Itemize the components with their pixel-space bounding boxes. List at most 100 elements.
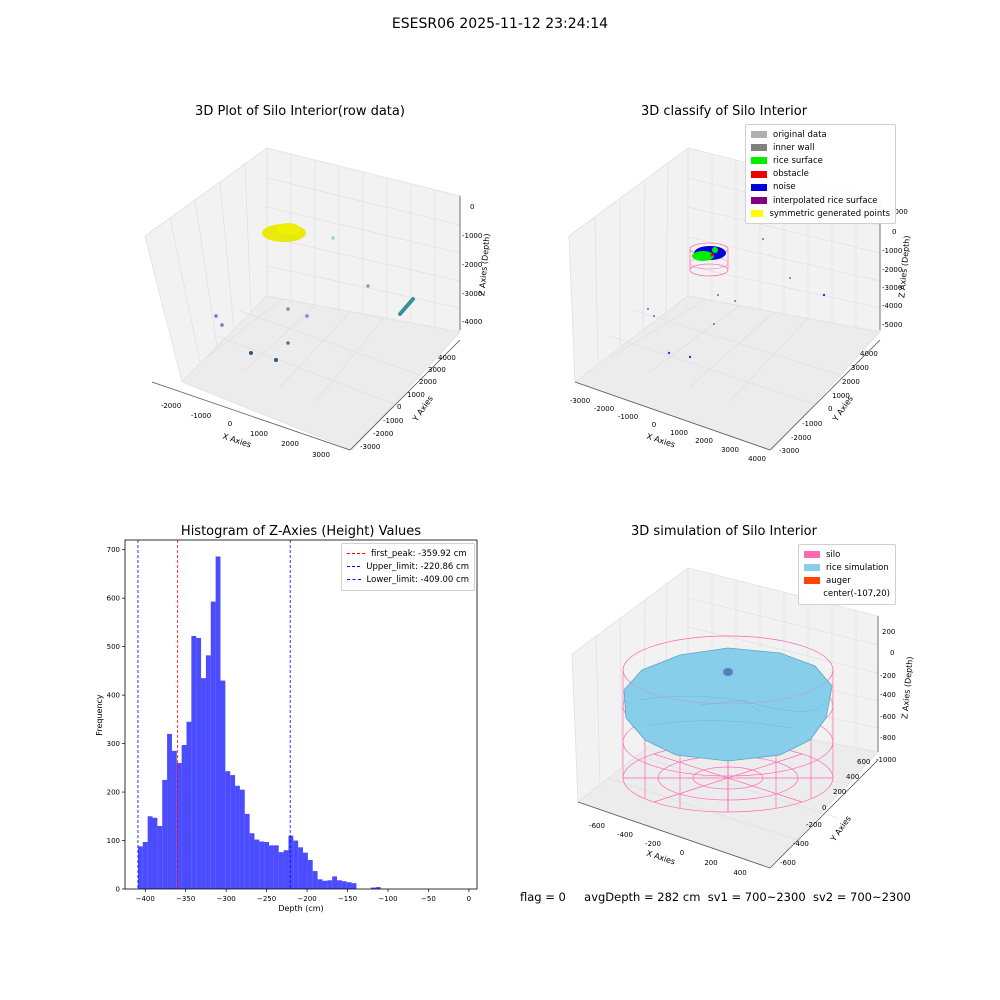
- histogram-bar: [157, 825, 163, 889]
- legend-swatch: [804, 591, 817, 598]
- legend-label: rice surface: [773, 155, 823, 166]
- histogram-x-tick: 0: [467, 895, 471, 903]
- legend-entry: obstacle: [751, 168, 890, 181]
- simulation-z-tick: -600: [880, 713, 896, 721]
- histogram-bar: [370, 887, 376, 889]
- histogram-x-tick: −400: [136, 895, 155, 903]
- legend-entry: noise: [751, 181, 890, 194]
- simulation-axes-panes: [571, 567, 879, 869]
- simulation-axis-lines: [577, 616, 879, 869]
- legend-label: noise: [773, 182, 796, 193]
- raw-left-pane: [144, 147, 268, 383]
- legend-swatch: [751, 170, 767, 178]
- classify-y-tick: 2000: [842, 378, 860, 386]
- histogram-bar: [322, 880, 328, 889]
- classify-z-tick: -1000: [882, 247, 902, 255]
- legend-entry: Upper_limit: -220.86 cm: [347, 560, 469, 573]
- classify-silo-bottom-ring: [689, 263, 729, 277]
- histogram-bar: [191, 635, 197, 889]
- histogram-bar: [142, 841, 148, 889]
- simulation-x-tick: -400: [617, 831, 633, 839]
- histogram-x-label: Depth (cm): [278, 904, 323, 913]
- classify-x-tick: -1000: [618, 413, 638, 421]
- legend-swatch: [804, 577, 820, 585]
- histogram-y-tick: 100: [107, 837, 120, 845]
- classify-left-pane: [568, 147, 689, 383]
- legend-label: silo: [826, 549, 841, 560]
- histogram-bar: [152, 817, 158, 889]
- silo-wireframe: [622, 635, 834, 813]
- histogram-bar: [375, 887, 381, 889]
- legend-label: original data: [773, 129, 827, 140]
- classify-y-tick: -3000: [779, 447, 799, 455]
- simulation-plot-title: 3D simulation of Silo Interior: [631, 524, 817, 539]
- classify-x-label: X Axies: [645, 432, 676, 450]
- legend-entry: first_peak: -359.92 cm: [347, 547, 469, 560]
- legend-label: center(-107,20): [823, 589, 890, 600]
- raw-data-points: [214, 223, 415, 362]
- raw-point: [274, 358, 278, 362]
- raw-point: [286, 341, 290, 345]
- histogram-x-tick: −200: [297, 895, 316, 903]
- legend-swatch: [751, 197, 767, 205]
- classify-noise-point: [647, 308, 649, 310]
- legend-label: first_peak: -359.92 cm: [371, 548, 467, 559]
- classify-y-tick: 1000: [832, 392, 850, 400]
- legend-entry: symmetric generated points: [751, 207, 890, 220]
- histogram-bar: [244, 813, 250, 889]
- raw-x-tick: 3000: [312, 451, 330, 459]
- simulation-y-tick: 200: [833, 788, 846, 796]
- histogram-y-tick: 500: [107, 643, 120, 651]
- simulation-grid-lines: [595, 574, 879, 846]
- simulation-z-ticks: 200 0 -200 -400 -600 -800 -1000: [876, 628, 896, 764]
- classify-y-tick: 3000: [851, 364, 869, 372]
- classify-floor-pane: [574, 295, 881, 451]
- histogram-bar: [196, 637, 202, 889]
- histogram-bar: [176, 762, 182, 889]
- classify-x-tick: 3000: [721, 446, 739, 454]
- classify-z-ticks: 1000 0 -1000 -2000 -3000 -4000 -5000: [882, 208, 908, 329]
- simulation-z-label: Z Axies (Depth): [900, 656, 914, 719]
- histogram-bar: [307, 859, 313, 889]
- classify-z-tick: -5000: [882, 321, 902, 329]
- classify-noise-point: [717, 294, 719, 296]
- classify-silo-mid-ring: [689, 256, 729, 270]
- legend-swatch: [804, 564, 820, 572]
- classify-z-tick: -2000: [882, 266, 902, 274]
- legend-label: auger: [826, 575, 851, 586]
- histogram-title: Histogram of Z-Axies (Height) Values: [180, 524, 422, 539]
- simulation-floor-pane: [577, 715, 879, 869]
- classify-y-tick: 4000: [860, 350, 878, 358]
- classify-noise-point: [734, 300, 736, 302]
- raw-back-pane: [266, 147, 461, 333]
- legend-swatch: [751, 144, 767, 152]
- histogram-bar: [162, 779, 168, 889]
- legend-entry: silo: [804, 548, 890, 561]
- simulation-y-ticks: -600 -400 -200 0 200 400 600: [780, 758, 870, 867]
- simulation-x-tick: 400: [733, 869, 746, 877]
- histogram-bar: [249, 833, 255, 889]
- histogram-y-tick: 700: [107, 546, 120, 554]
- legend-label: inner wall: [773, 142, 815, 153]
- histogram-bar: [210, 601, 216, 889]
- raw-x-tick: -1000: [191, 412, 211, 420]
- classify-rice-surface: [692, 251, 714, 261]
- simulation-y-label: Y Axies: [828, 814, 853, 844]
- legend-label: Upper_limit: -220.86 cm: [366, 561, 469, 572]
- classify-x-ticks: -3000 -2000 -1000 0 1000 2000 3000 4000: [570, 397, 766, 463]
- classify-z-tick: 0: [892, 228, 896, 236]
- classify-noise-point: [762, 238, 764, 240]
- histogram-bar: [332, 876, 338, 889]
- legend-entry: interpolated rice surface: [751, 194, 890, 207]
- classify-noise-point: [667, 351, 671, 355]
- histogram-bar: [341, 881, 347, 889]
- simulation-z-tick: -800: [880, 734, 896, 742]
- simulation-y-tick: 0: [822, 804, 826, 812]
- silo-bottom-inner-ring: [657, 755, 799, 801]
- classify-y-tick: -1000: [802, 420, 822, 428]
- raw-z-tick: -3000: [462, 290, 482, 298]
- legend-label: Lower_limit: -409.00 cm: [366, 574, 469, 585]
- legend-entry: inner wall: [751, 141, 890, 154]
- simulation-y-tick: 400: [846, 773, 859, 781]
- raw-point: [305, 314, 309, 318]
